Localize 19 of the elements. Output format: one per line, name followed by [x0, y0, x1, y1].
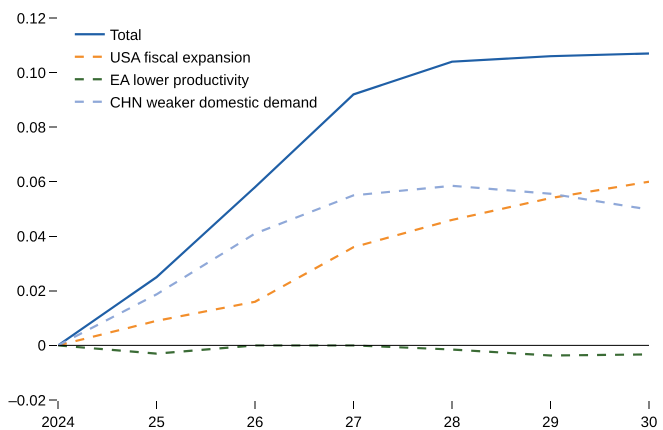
x-tick-label: 2024 [41, 414, 75, 430]
legend-label: USA fiscal expansion [110, 50, 251, 67]
y-tick-label: 0.12 [16, 10, 46, 28]
legend-label: CHN weaker domestic demand [110, 94, 318, 112]
x-tick-label: 30 [640, 414, 658, 430]
y-tick-label: 0.08 [16, 119, 46, 136]
x-tick-label: 26 [246, 414, 264, 430]
legend-label: Total [110, 27, 142, 44]
y-tick-label: 0.10 [16, 64, 46, 82]
x-tick-label: 28 [444, 414, 460, 430]
legend-label: EA lower productivity [110, 72, 250, 90]
x-tick-label: 25 [148, 414, 165, 430]
y-tick-label: –0.02 [8, 392, 46, 410]
y-tick-label: 0.06 [16, 174, 46, 191]
y-tick-label: 0.02 [16, 283, 46, 300]
y-tick-label: 0.04 [16, 228, 46, 246]
x-tick-label: 29 [542, 414, 559, 430]
x-tick-label: 27 [345, 414, 362, 430]
y-tick-label: 0 [38, 338, 46, 355]
